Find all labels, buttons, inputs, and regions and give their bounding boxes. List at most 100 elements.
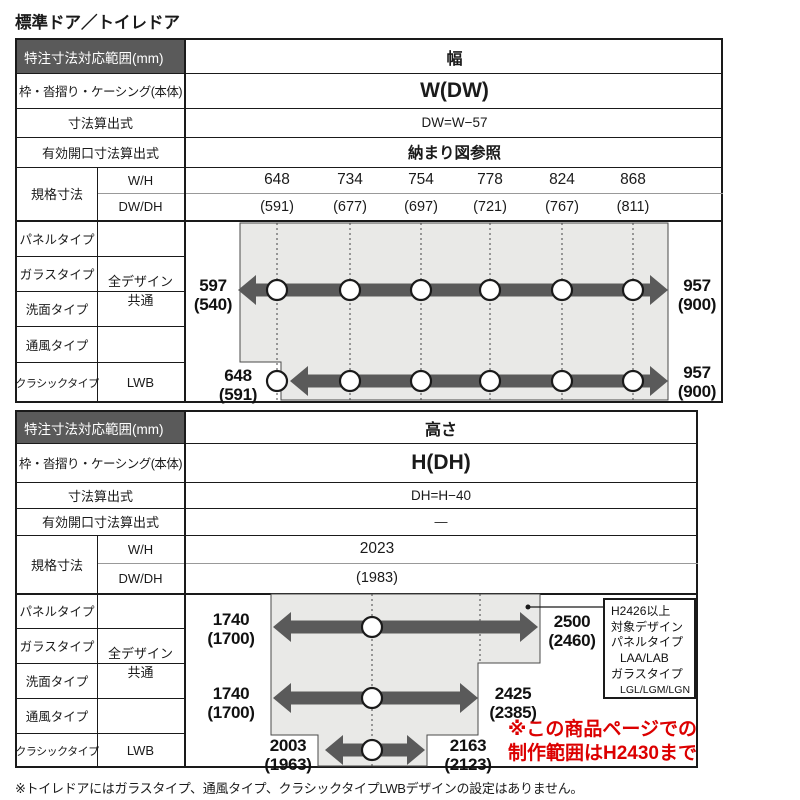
wh-value: 2023 [359, 540, 395, 557]
note-leader-dot [525, 604, 531, 610]
height-table-line [15, 482, 698, 483]
standard-size-markers [265, 278, 645, 302]
standard-size-marker [360, 738, 384, 762]
lwb-max-label: 2163 (2123) [444, 736, 492, 774]
opening-formula-label: 有効開口寸法算出式 [41, 515, 159, 530]
type-washroom: 洗面タイプ [25, 303, 89, 317]
width-table-line [15, 73, 723, 74]
lwb-min-label: 648 (591) [218, 366, 258, 404]
wh-label: W/H [127, 541, 154, 557]
type-panel: パネルタイプ [19, 232, 95, 247]
wh-value: 868 [620, 171, 646, 188]
production-range-note: ※この商品ページでの 制作範囲はH2430まで [507, 719, 697, 764]
type-washroom: 洗面タイプ [25, 675, 89, 689]
height-range-diagram [270, 593, 603, 767]
standard-size-label: 規格寸法 [30, 187, 83, 202]
all-design-line2: 共通 [127, 293, 154, 308]
type-ventilation: 通風タイプ [25, 338, 89, 353]
height-table-line [15, 733, 184, 734]
width-table-header-bg [17, 40, 184, 73]
wh-value: 734 [337, 171, 363, 188]
height-table-line [15, 443, 698, 444]
height-formula-value: DH=H−40 [410, 487, 472, 503]
size-gridlines [371, 594, 481, 766]
wh-value: 824 [549, 171, 575, 188]
common-min-label: 597 (540) [193, 276, 233, 314]
width-header: 幅 [446, 50, 463, 68]
width-opening-value: 納まり図参照 [407, 145, 501, 162]
frame-label: 枠・沓摺り・ケーシング(本体) [18, 457, 183, 471]
width-table-line [15, 167, 723, 168]
dwdh-value: (1983) [356, 570, 398, 586]
dwdh-label: DW/DH [118, 199, 163, 214]
height-table-border [15, 410, 698, 768]
all-design-cell: 全デザイン 共通 [97, 593, 184, 733]
width-table-line [184, 38, 186, 403]
height-table-line [15, 508, 698, 509]
width-table-line [15, 137, 723, 138]
standard-size-markers-lwb [265, 369, 645, 393]
dwdh-value: (591) [260, 198, 294, 215]
width-dimension: W(DW) [420, 78, 489, 102]
width-table-line [15, 291, 184, 292]
formula-label: 寸法算出式 [67, 488, 133, 504]
width-table-line [15, 220, 723, 222]
width-table-line [15, 326, 184, 327]
common1-max-label: 2500 (2460) [548, 612, 596, 650]
common-range-arrow-1 [273, 612, 538, 642]
width-table-line [15, 256, 184, 257]
height-table-line [15, 628, 184, 629]
width-table-line [15, 362, 184, 363]
width-table-line [97, 167, 98, 403]
width-table-line [97, 193, 723, 194]
height-table-line [15, 535, 698, 536]
height-dimension: H(DH) [411, 450, 471, 474]
wh-label: W/H [127, 172, 154, 188]
height-table-line [15, 663, 184, 664]
frame-label: 枠・沓摺り・ケーシング(本体) [18, 85, 183, 99]
opening-formula-label: 有効開口寸法算出式 [41, 145, 159, 161]
height-opening-value: ― [434, 514, 448, 529]
height-table-line [15, 698, 184, 699]
height-table-line [184, 410, 186, 768]
width-table-line [15, 108, 723, 109]
height-table-line [97, 535, 98, 768]
standard-size-label: 規格寸法 [30, 557, 83, 573]
common2-min-label: 1740 (1700) [207, 684, 255, 722]
wh-value: 648 [264, 171, 290, 188]
type-panel: パネルタイプ [19, 605, 95, 619]
standard-size-marker [360, 686, 384, 710]
common2-max-label: 2425 (2385) [489, 684, 537, 722]
height-table-line [97, 563, 698, 564]
formula-label: 寸法算出式 [67, 116, 133, 131]
width-formula-value: DW=W−57 [421, 115, 488, 130]
type-classic: クラシックタイプ [15, 377, 99, 390]
height-header: 高さ [424, 421, 457, 439]
dwdh-value: (721) [473, 198, 507, 215]
design-note-box: H2426以上 対象デザイン パネルタイプ LAA/LAB ガラスタイプ LGL… [603, 598, 696, 699]
dwdh-value: (677) [333, 198, 367, 215]
common-range-arrow [238, 275, 668, 305]
type-glass: ガラスタイプ [19, 640, 95, 654]
all-design-line1: 全デザイン [107, 274, 173, 289]
page-title: 標準ドア／トイレドア [15, 14, 180, 32]
width-range-diagram [238, 222, 669, 401]
wh-value: 754 [408, 171, 434, 188]
shaded-range-area [239, 222, 669, 401]
all-design-cell: 全デザイン 共通 [97, 220, 184, 362]
spec-range-label: 特注寸法対応範囲(mm) [24, 50, 164, 66]
common1-min-label: 1740 (1700) [207, 610, 255, 648]
type-ventilation: 通風タイプ [25, 710, 89, 724]
all-design-line1: 全デザイン [107, 646, 173, 661]
footnote: ※トイレドアにはガラスタイプ、通風タイプ、クラシックタイプLWBデザインの設定は… [15, 781, 584, 796]
type-glass: ガラスタイプ [19, 268, 95, 282]
lwb-max-label: 957 (900) [677, 363, 717, 401]
dwdh-label: DW/DH [118, 570, 163, 586]
dwdh-value: (767) [545, 198, 579, 215]
lwb-cell: LWB [126, 375, 155, 390]
height-table-header-bg [17, 412, 184, 443]
lwb-min-label: 2003 (1963) [264, 736, 312, 774]
type-classic: クラシックタイプ [15, 745, 99, 758]
standard-size-marker [360, 615, 384, 639]
